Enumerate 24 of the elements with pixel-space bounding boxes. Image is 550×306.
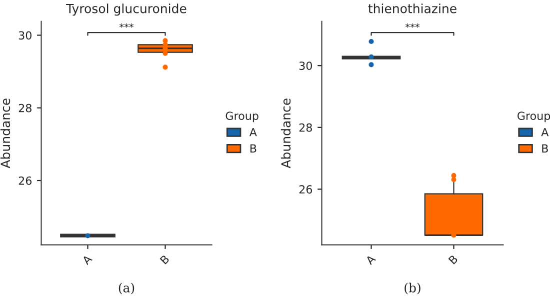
x-tick-label: B	[448, 254, 458, 264]
y-tick-label: 26	[18, 176, 32, 185]
x-tick-label: B	[160, 254, 170, 264]
legend-title: Group	[226, 112, 258, 122]
x-tick-label: A	[365, 254, 376, 266]
y-tick-label: 28	[18, 104, 32, 112]
legend-label: B	[250, 144, 256, 152]
x-tick-label: A	[82, 254, 93, 266]
chart-title: Tyrosol glucuronide	[66, 4, 186, 16]
y-axis-title: Abundance	[280, 98, 291, 168]
legend-title: Group	[518, 112, 550, 122]
text: (b)	[404, 282, 420, 294]
legend-label: A	[541, 128, 549, 136]
y-tick-label: 28	[299, 123, 312, 132]
annotation: ***	[406, 23, 420, 28]
annotation: ***	[120, 23, 134, 28]
y-tick-label: 26	[299, 185, 312, 194]
y-axis-title: Abundance	[0, 98, 10, 168]
y-tick-label: 30	[18, 31, 32, 40]
legend-label: B	[542, 144, 548, 152]
y-tick-label: 30	[299, 62, 312, 70]
legend-label: A	[249, 128, 257, 136]
chart-title: thienothiazine	[368, 4, 456, 14]
text: (a)	[118, 282, 134, 294]
